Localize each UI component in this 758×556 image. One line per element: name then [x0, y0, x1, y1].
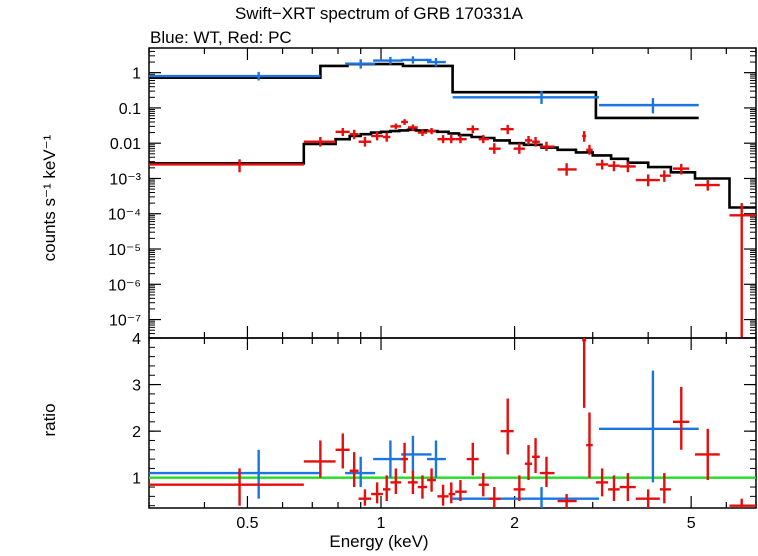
chart-title: Swift−XRT spectrum of GRB 170331A [234, 4, 524, 23]
ratio-frame [148, 337, 757, 509]
spectrum-y-tick-label: 10⁻⁶ [108, 277, 141, 294]
model-line [149, 128, 756, 209]
model-line [149, 62, 699, 120]
x-tick-label: 5 [687, 515, 696, 532]
spectrum-y-tick-label: 10⁻³ [109, 171, 141, 188]
x-tick-label: 0.5 [236, 515, 258, 532]
x-tick-label: 2 [510, 515, 519, 532]
spectrum-y-tick-label: 1 [132, 66, 141, 83]
spectrum-y-tick-label: 10⁻⁴ [108, 207, 141, 224]
ratio-y-tick-label: 4 [132, 331, 141, 348]
ratio-y-tick-label: 3 [132, 378, 141, 395]
ratio-panel: 1 2 3 4 0.5 1 2 5 [132, 331, 757, 532]
x-tick-label: 1 [377, 515, 386, 532]
ratio-y-tick-label: 2 [132, 424, 141, 441]
y-axis-label-spectrum: counts s⁻¹ keV⁻¹ [40, 134, 59, 262]
x-axis-label: Energy (keV) [329, 532, 429, 551]
spectrum-y-tick-label: 0.01 [110, 136, 141, 153]
y-axis-label-ratio: ratio [40, 403, 59, 437]
spectrum-y-tick-label: 0.1 [119, 101, 141, 118]
ratio-y-tick-label: 1 [132, 471, 141, 488]
spectrum-panel: 1 0.1 0.01 10⁻³ 10⁻⁴ 10⁻⁵ 10⁻⁶ 10⁻⁷ [108, 47, 757, 339]
spectrum-y-tick-label: 10⁻⁷ [109, 313, 141, 330]
spectrum-y-tick-label: 10⁻⁵ [108, 242, 141, 259]
chart-subtitle: Blue: WT, Red: PC [150, 28, 292, 47]
